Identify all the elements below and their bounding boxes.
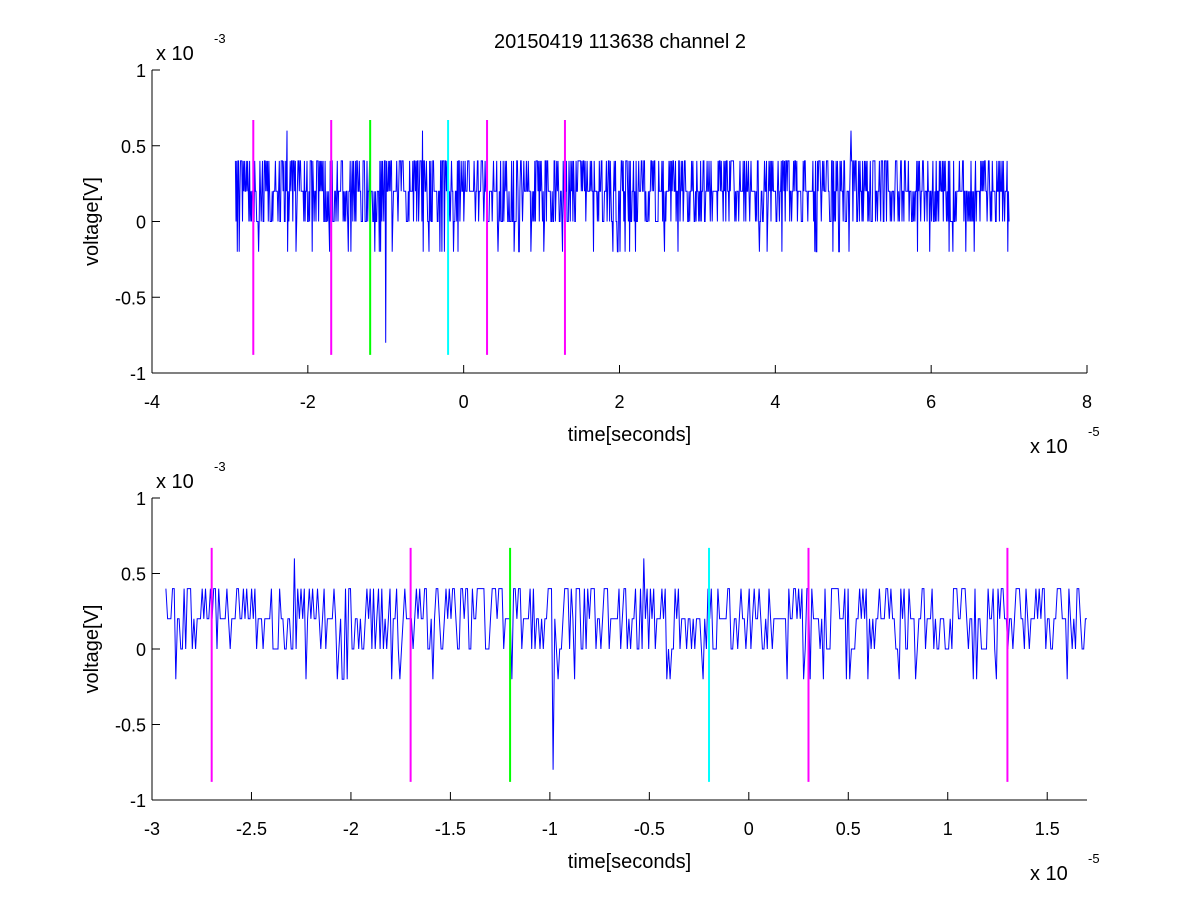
y-exponent-label: x 10 [156,43,194,65]
x-tick-label: 2 [614,392,624,412]
x-tick-label: -1.5 [435,819,466,839]
x-tick-label: 1 [943,819,953,839]
y-exponent-power: -3 [214,459,226,474]
y-tick-label: -1 [130,791,146,811]
axes-1: -4 -2 0 2 4 6 8 -1 -0.5 0 0.5 1 time[seconds] voltage… [81,31,1100,458]
y-tick-label: 0.5 [121,137,146,157]
signal-trace [234,130,1010,343]
x-tick-label: 0 [459,392,469,412]
x-tick-label: -3 [144,819,160,839]
x-tick-label: -1 [542,819,558,839]
x-tick-label: -2 [300,392,316,412]
x-tick-label: -2.5 [236,819,267,839]
x-tick-label: 0 [744,819,754,839]
y-tick-label: -0.5 [115,288,146,308]
x-exponent-label: x 10 [1030,436,1068,458]
axes-2: -3 -2.5 -2 -1.5 -1 -0.5 0 0.5 1 1.5 -1 -0.5 0 0.5 1 tim… [81,459,1100,885]
figure-title: 20150419 113638 channel 2 [494,31,746,53]
x-tick-label: -2 [343,819,359,839]
y-axis-label: voltage[V] [81,177,103,266]
x-tick-label: -0.5 [634,819,665,839]
y-tick-label: 0.5 [121,565,146,585]
y-tick-label: 0 [136,640,146,660]
x-axis-label: time[seconds] [568,851,691,873]
x-tick-label: 8 [1082,392,1092,412]
signal-trace [165,558,1087,770]
y-tick-label: 1 [136,61,146,81]
y-exponent-label: x 10 [156,471,194,493]
x-tick-label: 1.5 [1035,819,1060,839]
x-tick-label: 0.5 [836,819,861,839]
x-tick-label: 4 [770,392,780,412]
x-tick-label: -4 [144,392,160,412]
y-tick-label: -0.5 [115,716,146,736]
y-axis-label: voltage[V] [81,605,103,694]
x-exponent-power: -5 [1088,851,1100,866]
y-exponent-power: -3 [214,31,226,46]
x-exponent-power: -5 [1088,424,1100,439]
y-tick-label: 1 [136,489,146,509]
x-axis-label: time[seconds] [568,424,691,446]
y-tick-label: 0 [136,213,146,233]
x-exponent-label: x 10 [1030,863,1068,885]
y-tick-label: -1 [130,364,146,384]
x-tick-label: 6 [926,392,936,412]
